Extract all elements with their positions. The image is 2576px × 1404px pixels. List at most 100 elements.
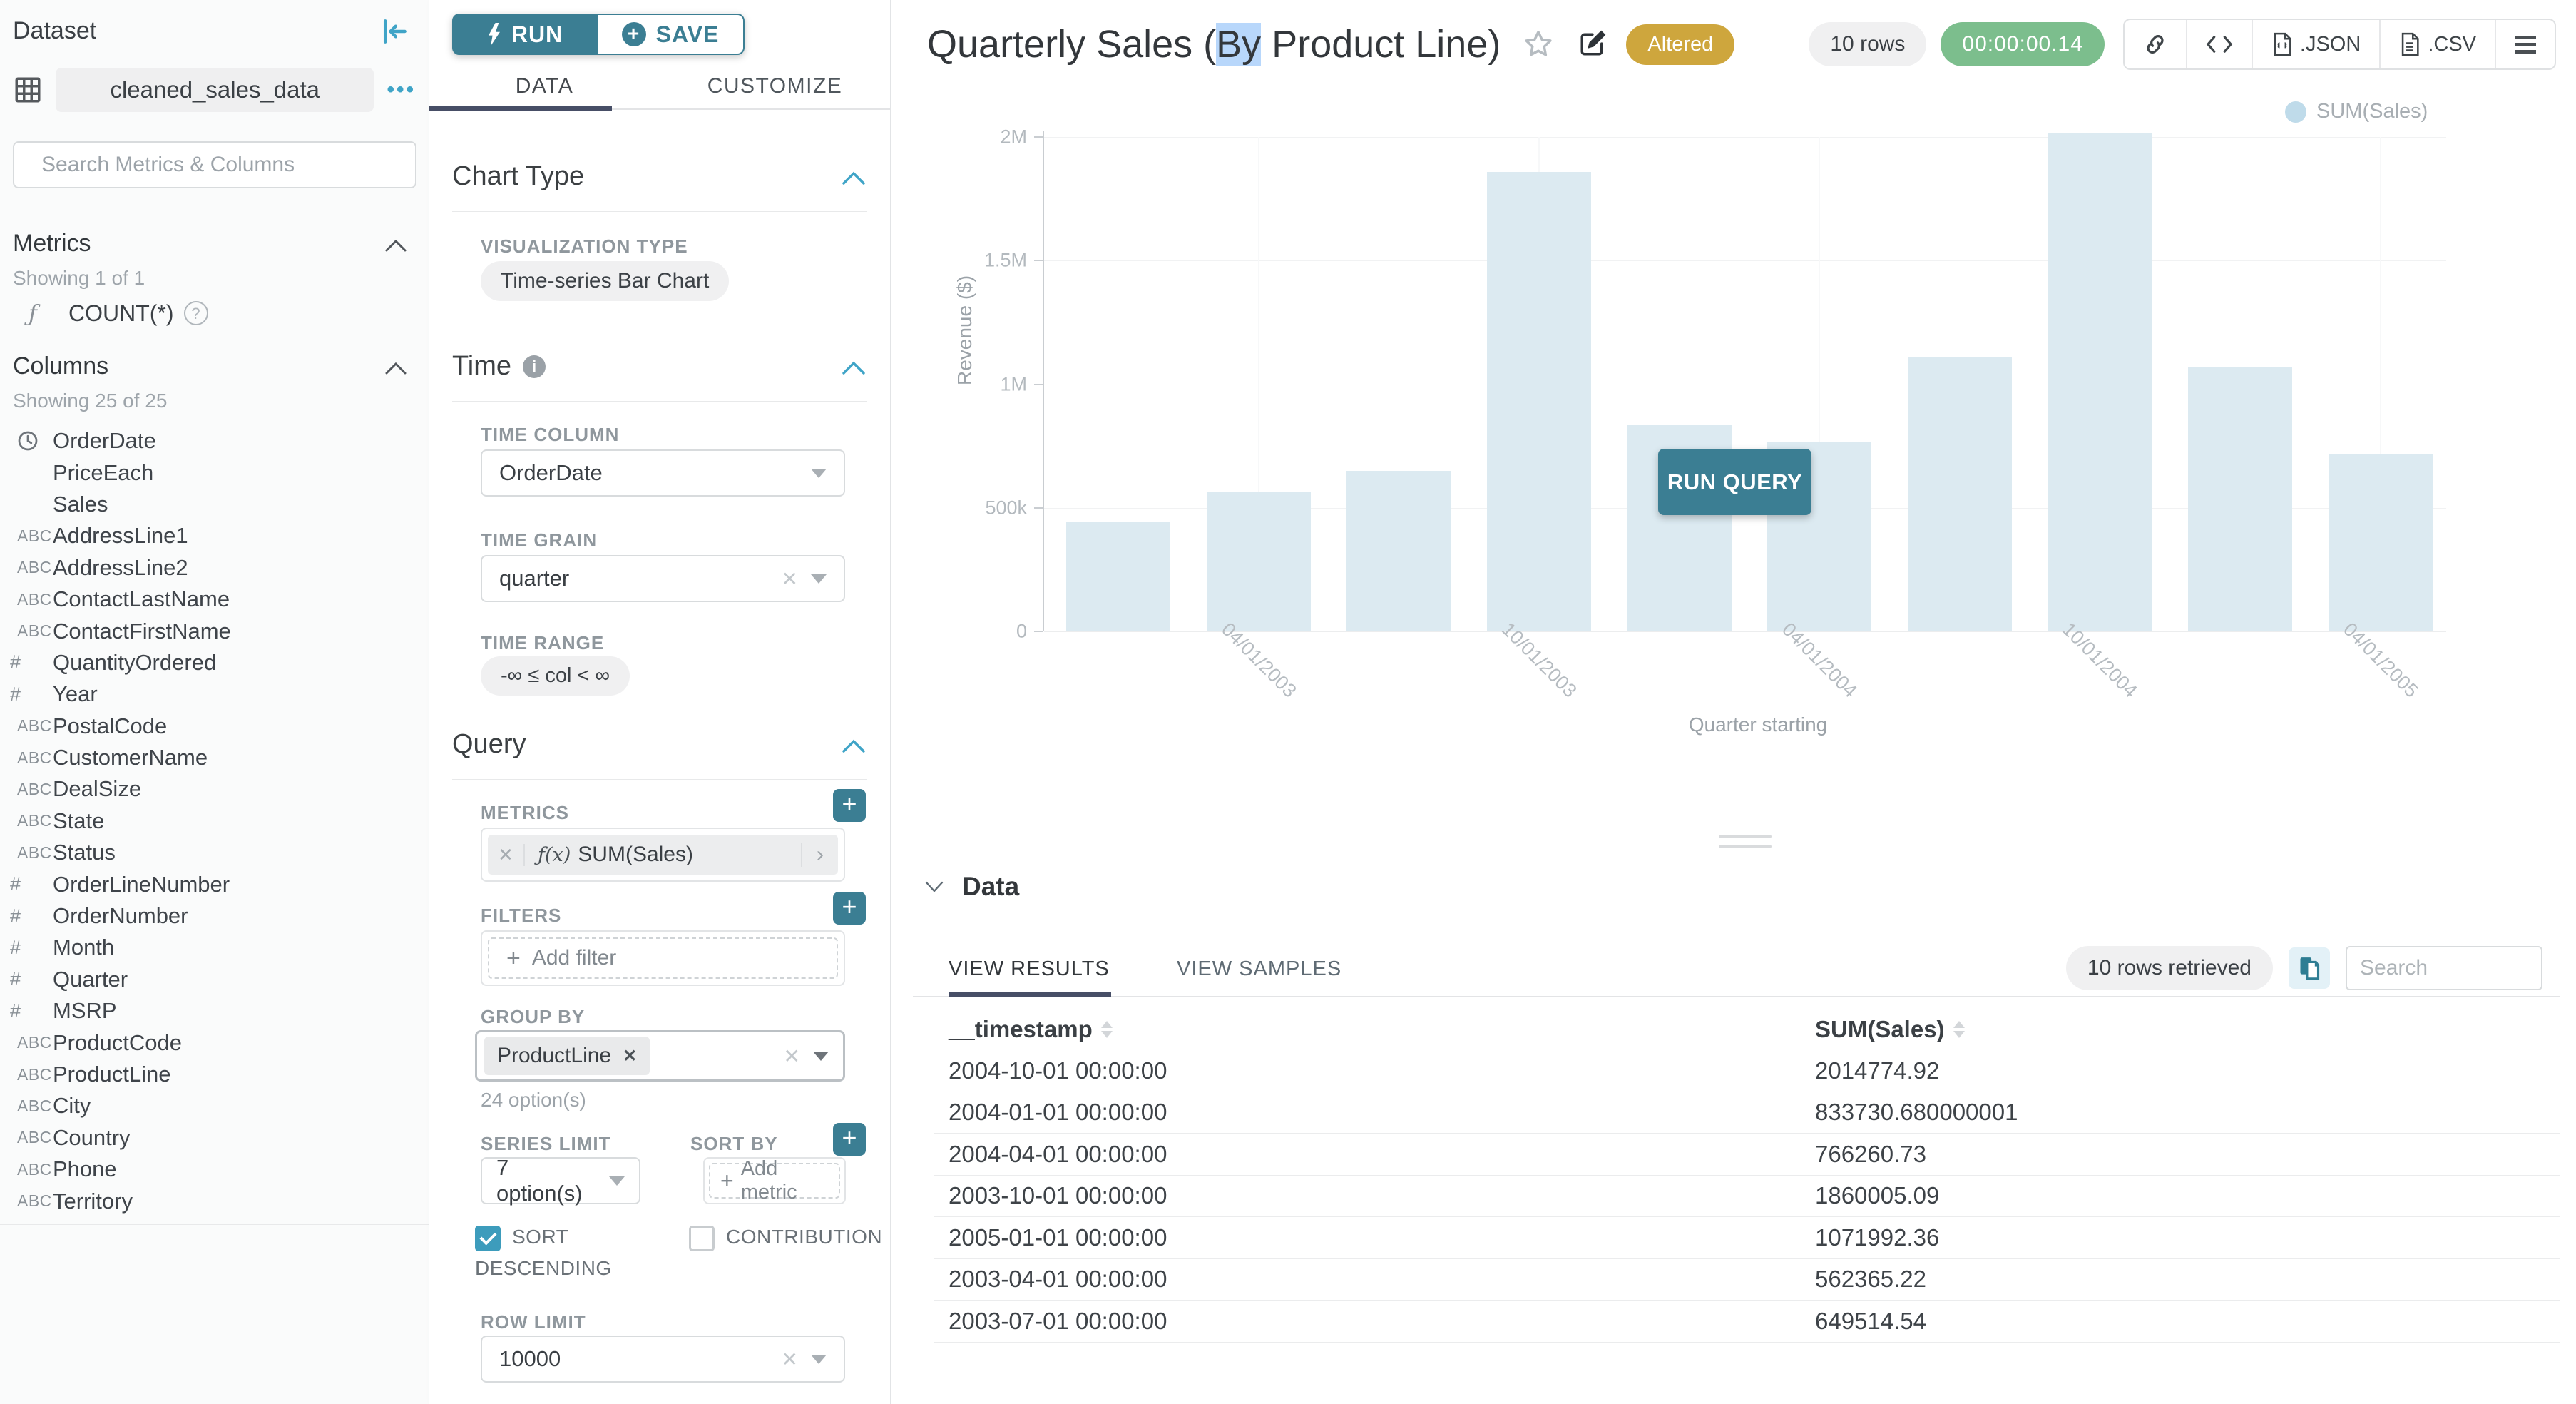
visualization-type-value[interactable]: Time-series Bar Chart bbox=[481, 261, 730, 301]
table-row[interactable]: 2003-04-01 00:00:00 562365.22 bbox=[934, 1259, 2560, 1301]
table-row[interactable]: 2004-01-01 00:00:00 833730.680000001 bbox=[934, 1092, 2560, 1134]
copy-data-button[interactable] bbox=[2289, 947, 2330, 989]
bar-2003-10-01[interactable] bbox=[1486, 172, 1591, 631]
column-item-year[interactable]: # Year bbox=[0, 678, 429, 710]
export-json-button[interactable]: .JSON bbox=[2251, 20, 2379, 68]
clear-icon[interactable]: ✕ bbox=[781, 567, 798, 590]
column-name: Month bbox=[53, 935, 115, 960]
time-grain-select[interactable]: quarter ✕ bbox=[481, 555, 845, 602]
column-item-msrp[interactable]: # MSRP bbox=[0, 995, 429, 1027]
y-tick-mark bbox=[1034, 260, 1043, 262]
more-options-menu-icon[interactable] bbox=[2495, 20, 2555, 68]
column-item-dealsize[interactable]: ABC DealSize bbox=[0, 773, 429, 805]
column-item-sales[interactable]: Sales bbox=[0, 489, 429, 520]
column-item-orderdate[interactable]: OrderDate bbox=[0, 425, 429, 457]
remove-group-by-icon[interactable]: ✕ bbox=[623, 1046, 638, 1066]
metric-item-count[interactable]: ƒ COUNT(*) ? bbox=[29, 300, 208, 327]
table-search-input[interactable] bbox=[2346, 946, 2542, 990]
column-item-contactlastname[interactable]: ABC ContactLastName bbox=[0, 584, 429, 615]
column-item-productline[interactable]: ABC ProductLine bbox=[0, 1059, 429, 1090]
embed-code-icon[interactable] bbox=[2185, 20, 2252, 68]
column-item-addressline2[interactable]: ABC AddressLine2 bbox=[0, 552, 429, 584]
tab-customize[interactable]: CUSTOMIZE bbox=[707, 74, 843, 98]
bar-2003-01-01[interactable] bbox=[1066, 522, 1171, 631]
time-range-value[interactable]: -∞ ≤ col < ∞ bbox=[481, 656, 630, 696]
contribution-checkbox[interactable] bbox=[689, 1225, 715, 1251]
add-filter-plus-button[interactable]: + bbox=[833, 892, 866, 925]
clear-icon[interactable]: ✕ bbox=[783, 1044, 800, 1067]
add-metric-plus-button[interactable]: + bbox=[833, 789, 866, 822]
panel-resize-handle[interactable] bbox=[1719, 835, 1772, 855]
metric-pill-sum-sales[interactable]: ✕ ƒ(x) SUM(Sales) › bbox=[488, 835, 838, 875]
column-item-phone[interactable]: ABC Phone bbox=[0, 1154, 429, 1185]
column-header-sum-sales[interactable]: SUM(Sales) bbox=[1815, 1016, 1965, 1043]
remove-metric-icon[interactable]: ✕ bbox=[488, 843, 525, 866]
bar-2005-01-01[interactable] bbox=[2187, 367, 2292, 631]
run-button[interactable]: RUN bbox=[452, 14, 598, 55]
column-item-contactfirstname[interactable]: ABC ContactFirstName bbox=[0, 615, 429, 646]
expand-metric-icon[interactable]: › bbox=[801, 843, 838, 867]
column-item-priceeach[interactable]: PriceEach bbox=[0, 457, 429, 488]
group-by-pill-productline[interactable]: ProductLine ✕ bbox=[484, 1037, 650, 1075]
add-filter-dropzone[interactable]: + Add filter bbox=[488, 937, 838, 979]
chart-type-collapse-chevron-icon[interactable] bbox=[842, 170, 866, 185]
column-item-addressline1[interactable]: ABC AddressLine1 bbox=[0, 520, 429, 551]
dataset-menu-ellipsis-icon[interactable]: ••• bbox=[387, 78, 416, 101]
tab-data[interactable]: DATA bbox=[515, 74, 574, 98]
columns-collapse-chevron-icon[interactable] bbox=[384, 361, 407, 375]
column-item-country[interactable]: ABC Country bbox=[0, 1122, 429, 1154]
tab-view-results[interactable]: VIEW RESULTS bbox=[949, 957, 1110, 980]
column-header-timestamp[interactable]: __timestamp bbox=[949, 1016, 1113, 1043]
column-item-state[interactable]: ABC State bbox=[0, 805, 429, 837]
bar-2003-04-01[interactable] bbox=[1206, 492, 1311, 631]
search-metrics-columns-input[interactable] bbox=[13, 141, 416, 188]
metrics-collapse-chevron-icon[interactable] bbox=[384, 238, 407, 253]
clear-icon[interactable]: ✕ bbox=[781, 1348, 798, 1370]
table-row[interactable]: 2004-10-01 00:00:00 2014774.92 bbox=[934, 1050, 2560, 1092]
bar-2004-10-01[interactable] bbox=[2048, 133, 2152, 631]
table-row[interactable]: 2003-07-01 00:00:00 649514.54 bbox=[934, 1301, 2560, 1343]
query-collapse-chevron-icon[interactable] bbox=[842, 738, 866, 753]
dataset-name[interactable]: cleaned_sales_data bbox=[56, 68, 374, 112]
metrics-section-title: Metrics bbox=[13, 230, 91, 257]
series-limit-select[interactable]: 7 option(s) bbox=[481, 1155, 640, 1206]
column-item-postalcode[interactable]: ABC PostalCode bbox=[0, 711, 429, 742]
favorite-star-icon[interactable] bbox=[1522, 28, 1555, 61]
time-collapse-chevron-icon[interactable] bbox=[842, 360, 866, 375]
column-item-customername[interactable]: ABC CustomerName bbox=[0, 742, 429, 773]
column-item-city[interactable]: ABC City bbox=[0, 1090, 429, 1121]
column-item-quarter[interactable]: # Quarter bbox=[0, 964, 429, 995]
cell-sum-sales: 562365.22 bbox=[1815, 1266, 1926, 1293]
data-tabs: VIEW RESULTS VIEW SAMPLES bbox=[913, 949, 2560, 997]
chart-legend[interactable]: SUM(Sales) bbox=[2285, 100, 2428, 123]
table-row[interactable]: 2005-01-01 00:00:00 1071992.36 bbox=[934, 1217, 2560, 1259]
export-csv-button[interactable]: .CSV bbox=[2379, 20, 2495, 68]
edit-title-icon[interactable] bbox=[1576, 29, 1608, 60]
column-item-orderlinenumber[interactable]: # OrderLineNumber bbox=[0, 868, 429, 900]
tab-view-samples[interactable]: VIEW SAMPLES bbox=[1177, 957, 1342, 980]
chart-title[interactable]: Quarterly Sales (By Product Line) bbox=[927, 23, 1501, 66]
table-row[interactable]: 2003-10-01 00:00:00 1860005.09 bbox=[934, 1176, 2560, 1217]
time-column-select[interactable]: OrderDate bbox=[481, 449, 845, 497]
bar-2003-07-01[interactable] bbox=[1346, 471, 1451, 631]
collapse-panel-icon[interactable] bbox=[379, 16, 410, 47]
data-collapse-chevron-icon[interactable] bbox=[925, 881, 944, 892]
group-by-select[interactable]: ProductLine ✕ ✕ bbox=[475, 1030, 845, 1082]
run-query-button[interactable]: RUN QUERY bbox=[1658, 449, 1811, 515]
table-row[interactable]: 2004-04-01 00:00:00 766260.73 bbox=[934, 1134, 2560, 1176]
share-link-icon[interactable] bbox=[2125, 20, 2186, 68]
bar-2004-07-01[interactable] bbox=[1907, 357, 2012, 631]
add-sort-metric-plus-button[interactable]: + bbox=[833, 1123, 866, 1156]
save-button[interactable]: + SAVE bbox=[598, 14, 745, 55]
column-item-territory[interactable]: ABC Territory bbox=[0, 1185, 429, 1216]
column-item-productcode[interactable]: ABC ProductCode bbox=[0, 1027, 429, 1058]
add-sort-metric-dropzone[interactable]: + Add metric bbox=[709, 1157, 840, 1204]
bar-2005-04-01[interactable] bbox=[2328, 454, 2433, 631]
column-item-status[interactable]: ABC Status bbox=[0, 837, 429, 868]
altered-badge[interactable]: Altered bbox=[1626, 24, 1735, 65]
row-limit-select[interactable]: 10000 ✕ bbox=[481, 1336, 845, 1383]
column-item-quantityordered[interactable]: # QuantityOrdered bbox=[0, 647, 429, 678]
sort-descending-checkbox[interactable] bbox=[475, 1225, 501, 1251]
column-item-ordernumber[interactable]: # OrderNumber bbox=[0, 900, 429, 932]
column-item-month[interactable]: # Month bbox=[0, 932, 429, 963]
